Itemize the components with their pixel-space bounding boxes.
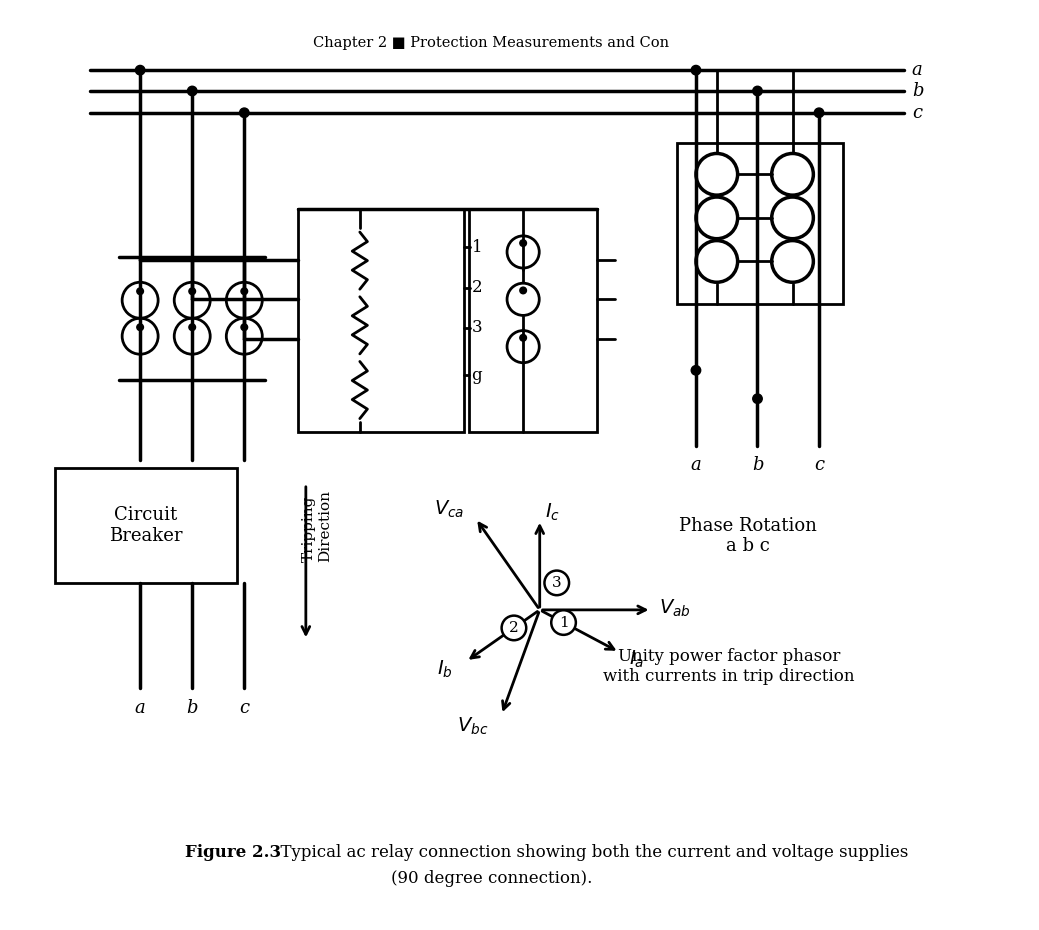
Circle shape [520, 335, 527, 341]
Text: 2: 2 [509, 621, 518, 635]
Circle shape [502, 616, 526, 640]
Text: $V_{ca}$: $V_{ca}$ [434, 498, 464, 520]
Circle shape [753, 86, 763, 96]
Text: c: c [814, 456, 824, 473]
Circle shape [137, 288, 143, 295]
Text: Typical ac relay connection showing both the current and voltage supplies: Typical ac relay connection showing both… [270, 844, 908, 861]
Text: Phase Rotation
a b c: Phase Rotation a b c [680, 517, 817, 555]
Text: 1: 1 [472, 239, 482, 256]
Circle shape [240, 108, 249, 117]
Bar [298, 209, 464, 432]
Circle shape [189, 288, 195, 295]
Bar [469, 209, 596, 432]
Circle shape [691, 65, 700, 75]
Circle shape [137, 324, 143, 330]
Text: $I_{c}$: $I_{c}$ [545, 501, 560, 523]
Circle shape [187, 86, 197, 96]
Text: $V_{bc}$: $V_{bc}$ [457, 715, 488, 737]
Text: b: b [752, 456, 764, 473]
Circle shape [691, 365, 700, 375]
Circle shape [520, 240, 527, 246]
Text: Figure 2.3: Figure 2.3 [185, 844, 281, 861]
Text: b: b [912, 82, 924, 100]
Text: 3: 3 [552, 576, 561, 590]
Circle shape [241, 324, 247, 330]
Text: c: c [239, 698, 249, 717]
Text: $I_{a}$: $I_{a}$ [629, 649, 644, 671]
Text: 1: 1 [559, 616, 568, 630]
Circle shape [189, 324, 195, 330]
Circle shape [552, 610, 576, 635]
Bar [677, 143, 843, 304]
Circle shape [815, 108, 824, 117]
Circle shape [135, 65, 144, 75]
Text: a: a [135, 698, 145, 717]
Text: b: b [186, 698, 198, 717]
Text: a: a [691, 456, 701, 473]
Text: $V_{ab}$: $V_{ab}$ [660, 597, 691, 618]
Text: Chapter 2 ■ Protection Measurements and Con: Chapter 2 ■ Protection Measurements and … [314, 36, 669, 50]
Text: 3: 3 [472, 319, 482, 337]
Text: Unity power factor phasor
with currents in trip direction: Unity power factor phasor with currents … [604, 648, 855, 685]
Text: (90 degree connection).: (90 degree connection). [391, 870, 592, 887]
Text: 2: 2 [472, 279, 482, 297]
Bar [55, 468, 237, 583]
Text: g: g [472, 366, 482, 383]
Text: Circuit
Breaker: Circuit Breaker [109, 506, 183, 545]
Circle shape [753, 394, 763, 404]
Text: $I_{b}$: $I_{b}$ [437, 658, 453, 680]
Text: Tripping
Direction: Tripping Direction [302, 490, 332, 562]
Circle shape [241, 288, 247, 295]
Text: c: c [912, 104, 922, 122]
Text: a: a [912, 61, 923, 79]
Circle shape [544, 571, 569, 595]
Circle shape [520, 287, 527, 294]
